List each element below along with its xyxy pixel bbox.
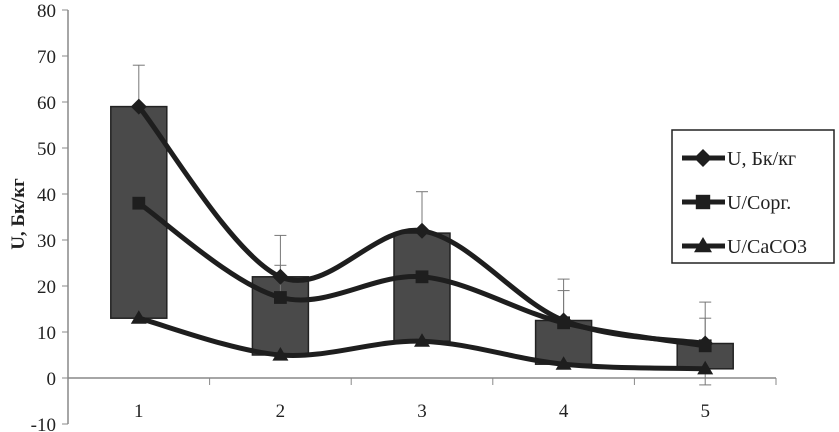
x-tick-label: 5 bbox=[700, 401, 710, 422]
x-tick-label: 3 bbox=[417, 401, 427, 422]
markers bbox=[130, 98, 714, 375]
square-marker bbox=[698, 339, 712, 353]
square-marker bbox=[695, 194, 711, 210]
x-tick-label: 4 bbox=[559, 401, 569, 422]
y-tick-label: 20 bbox=[37, 277, 56, 298]
y-tick-label: 10 bbox=[37, 323, 56, 344]
triangle-marker bbox=[272, 347, 289, 361]
square-marker bbox=[557, 316, 570, 330]
diamond-marker bbox=[414, 222, 430, 239]
diamond-marker bbox=[130, 98, 147, 115]
triangle-marker bbox=[130, 310, 147, 324]
y-tick-label: 0 bbox=[47, 369, 57, 390]
x-tick-label: 2 bbox=[276, 401, 286, 422]
triangle-marker bbox=[555, 356, 572, 370]
square-marker bbox=[274, 291, 287, 304]
legend-label: U/Сорг. bbox=[727, 192, 791, 214]
y-axis-label: U, Бк/кг bbox=[8, 178, 29, 250]
y-tick-label: 50 bbox=[37, 139, 56, 160]
legend-label: U, Бк/кг bbox=[727, 148, 796, 170]
y-tick-label: 80 bbox=[37, 1, 56, 22]
axes: -10 0 10 20 30 40 50 60 70 80 1 2 3 4 5 bbox=[31, 1, 777, 432]
triangle-marker bbox=[697, 360, 714, 375]
legend: U, Бк/кг U/Сорг. U/CaCO3 bbox=[671, 129, 835, 264]
diamond-marker bbox=[694, 149, 712, 167]
y-tick-label: 40 bbox=[37, 185, 56, 206]
square-marker bbox=[132, 196, 146, 210]
y-tick-label: 70 bbox=[37, 47, 56, 68]
triangle-marker bbox=[694, 237, 712, 253]
triangle-marker bbox=[414, 333, 430, 347]
up-down-bar bbox=[110, 105, 168, 319]
square-marker bbox=[415, 270, 429, 284]
up-down-bar bbox=[393, 232, 451, 342]
legend-label: U/CaCO3 bbox=[727, 236, 807, 258]
x-tick-label: 1 bbox=[134, 401, 144, 422]
diamond-marker bbox=[272, 268, 289, 285]
y-tick-label: -10 bbox=[31, 415, 56, 432]
y-tick-label: 30 bbox=[37, 231, 56, 252]
y-tick-label: 60 bbox=[37, 93, 56, 114]
